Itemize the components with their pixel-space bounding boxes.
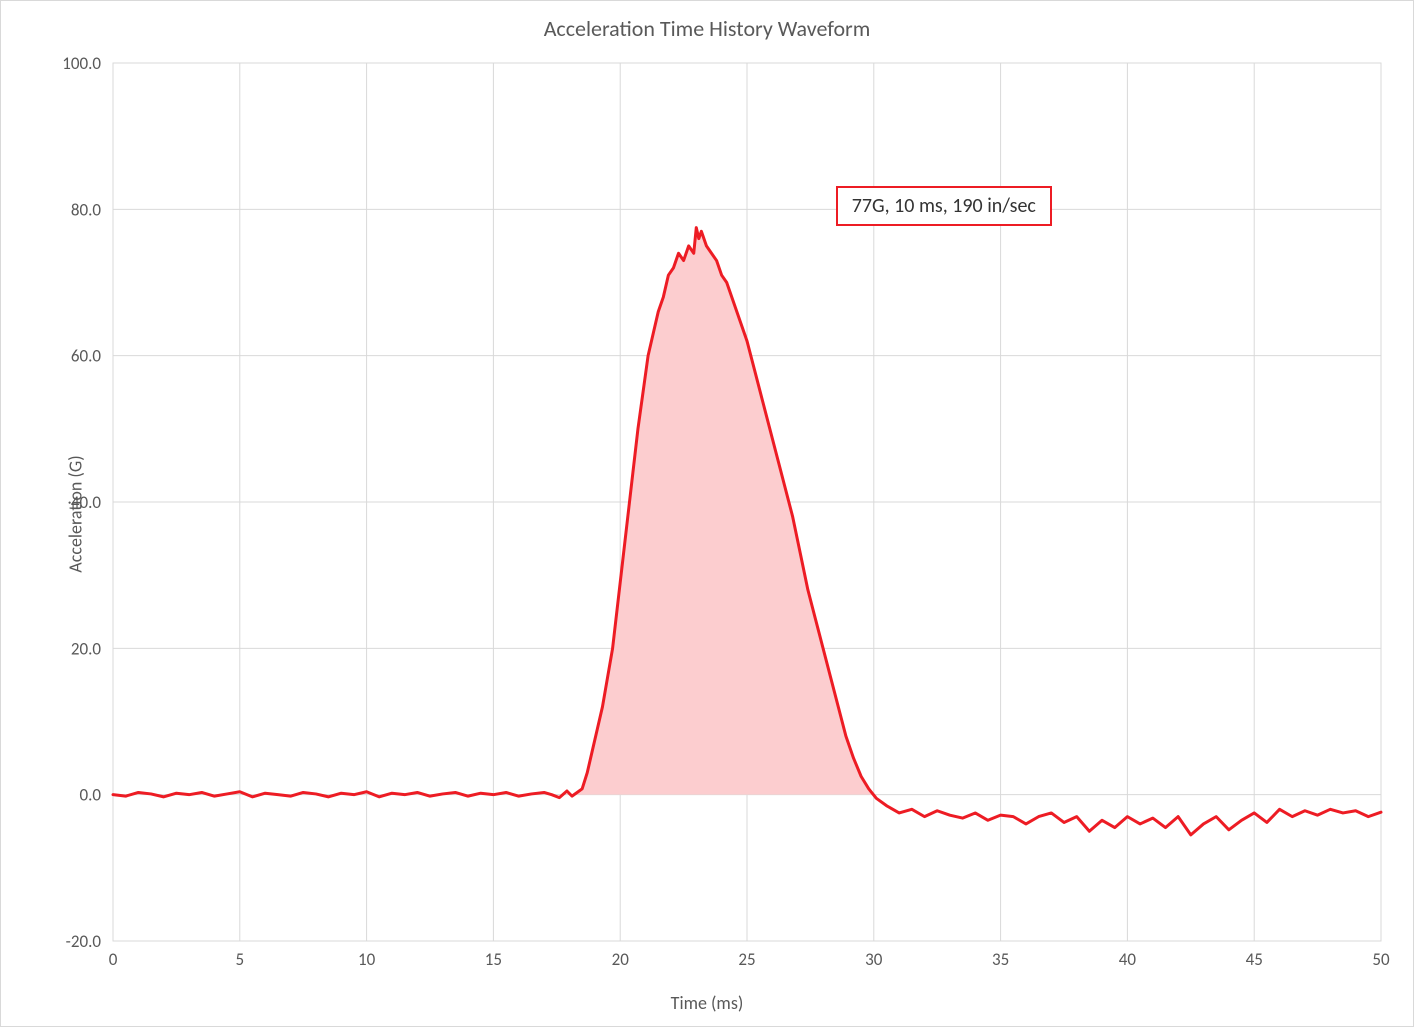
chart-plot-svg: 0 5 10 15 20 25 30 35 40 45 50 -20.0 0.0 20.0 40.0 60.0… bbox=[1, 1, 1414, 1028]
svg-text:40.0: 40.0 bbox=[71, 492, 102, 513]
svg-text:30: 30 bbox=[865, 949, 883, 970]
svg-text:40: 40 bbox=[1119, 949, 1137, 970]
svg-text:100.0: 100.0 bbox=[62, 53, 101, 74]
svg-text:5: 5 bbox=[235, 949, 244, 970]
svg-text:10: 10 bbox=[358, 949, 376, 970]
svg-text:35: 35 bbox=[992, 949, 1009, 970]
svg-text:60.0: 60.0 bbox=[71, 346, 102, 367]
svg-text:0.0: 0.0 bbox=[79, 785, 101, 806]
svg-text:25: 25 bbox=[738, 949, 755, 970]
svg-text:80.0: 80.0 bbox=[71, 199, 102, 220]
svg-text:15: 15 bbox=[485, 949, 502, 970]
svg-text:50: 50 bbox=[1372, 949, 1390, 970]
annotation-label: 77G, 10 ms, 190 in/sec bbox=[836, 186, 1052, 226]
chart-frame: Acceleration Time History Waveform Accel… bbox=[0, 0, 1414, 1027]
svg-text:45: 45 bbox=[1246, 949, 1263, 970]
svg-text:0: 0 bbox=[109, 949, 118, 970]
svg-text:20: 20 bbox=[612, 949, 630, 970]
svg-text:20.0: 20.0 bbox=[71, 638, 102, 659]
svg-text:-20.0: -20.0 bbox=[66, 931, 102, 952]
